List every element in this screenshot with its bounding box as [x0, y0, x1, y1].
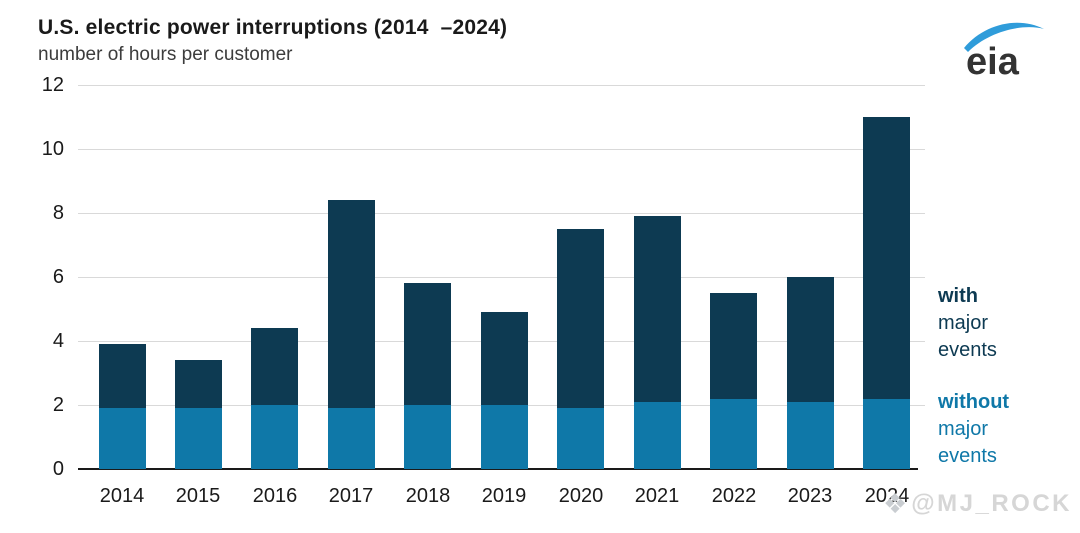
bar-2019-without-major-events	[481, 405, 528, 469]
bar-2014-with-major-events	[99, 344, 146, 408]
chart-title: U.S. electric power interruptions (2014 …	[38, 16, 508, 39]
legend-without-major-events: without major events	[938, 389, 1073, 470]
bar-2022-without-major-events	[710, 399, 757, 469]
gridline-y8	[78, 213, 925, 214]
x-axis-line	[78, 468, 918, 470]
legend-with-line1: with	[938, 285, 978, 307]
bar-2018-without-major-events	[404, 405, 451, 469]
legend-with-line3: events	[938, 339, 997, 361]
bar-2015-with-major-events	[175, 360, 222, 408]
bar-2015-without-major-events	[175, 408, 222, 469]
legend-with-major-events: with major events	[938, 283, 1073, 364]
bar-2021-with-major-events	[634, 216, 681, 402]
watermark-text: @MJ_ROCK	[911, 490, 1072, 517]
y-tick-label-2: 2	[52, 394, 64, 416]
bar-2018-with-major-events	[404, 283, 451, 405]
x-tick-label-2024: 2024	[864, 485, 910, 507]
bar-2016-without-major-events	[251, 405, 298, 469]
legend-with-line2: major	[938, 312, 989, 334]
legend-without-line2: major	[938, 418, 989, 440]
x-tick-label-2023: 2023	[787, 485, 833, 507]
bar-2024-with-major-events	[863, 117, 910, 399]
x-tick-label-2014: 2014	[99, 485, 145, 507]
bar-2024-without-major-events	[863, 399, 910, 469]
watermark: ❖ @MJ_ROCK	[883, 490, 1072, 518]
y-tick-label-0: 0	[52, 458, 64, 480]
x-tick-label-2020: 2020	[558, 485, 604, 507]
bar-2019-with-major-events	[481, 312, 528, 405]
bar-2017-without-major-events	[328, 408, 375, 469]
chart-subtitle: number of hours per customer	[38, 44, 293, 65]
bar-2022-with-major-events	[710, 293, 757, 399]
bar-2023-without-major-events	[787, 402, 834, 469]
diamond-logo-icon: ❖	[883, 488, 908, 519]
y-tick-label-4: 4	[52, 330, 64, 352]
eia-swoosh-icon	[964, 22, 1044, 52]
bar-2021-without-major-events	[634, 402, 681, 469]
bar-2014-without-major-events	[99, 408, 146, 469]
eia-logo: eia	[962, 16, 1046, 83]
x-tick-label-2019: 2019	[481, 485, 527, 507]
x-tick-label-2018: 2018	[405, 485, 451, 507]
legend-without-line3: events	[938, 445, 997, 467]
gridline-y10	[78, 149, 925, 150]
bar-2023-with-major-events	[787, 277, 834, 402]
y-tick-label-8: 8	[52, 202, 64, 224]
y-tick-label-10: 10	[41, 138, 64, 160]
y-tick-label-6: 6	[52, 266, 64, 288]
eia-logo-text: eia	[966, 41, 1020, 80]
gridline-y12	[78, 85, 925, 86]
bar-2016-with-major-events	[251, 328, 298, 405]
y-tick-label-12: 12	[41, 74, 64, 96]
x-tick-label-2017: 2017	[328, 485, 374, 507]
gridline-y6	[78, 277, 925, 278]
bar-2020-with-major-events	[557, 229, 604, 408]
x-tick-label-2021: 2021	[634, 485, 680, 507]
x-tick-label-2022: 2022	[711, 485, 757, 507]
eia-logo-graphic: eia	[964, 22, 1044, 83]
x-tick-label-2015: 2015	[175, 485, 221, 507]
x-tick-label-2016: 2016	[252, 485, 298, 507]
legend-without-line1: without	[938, 391, 1010, 413]
bar-2017-with-major-events	[328, 200, 375, 408]
bar-2020-without-major-events	[557, 408, 604, 469]
